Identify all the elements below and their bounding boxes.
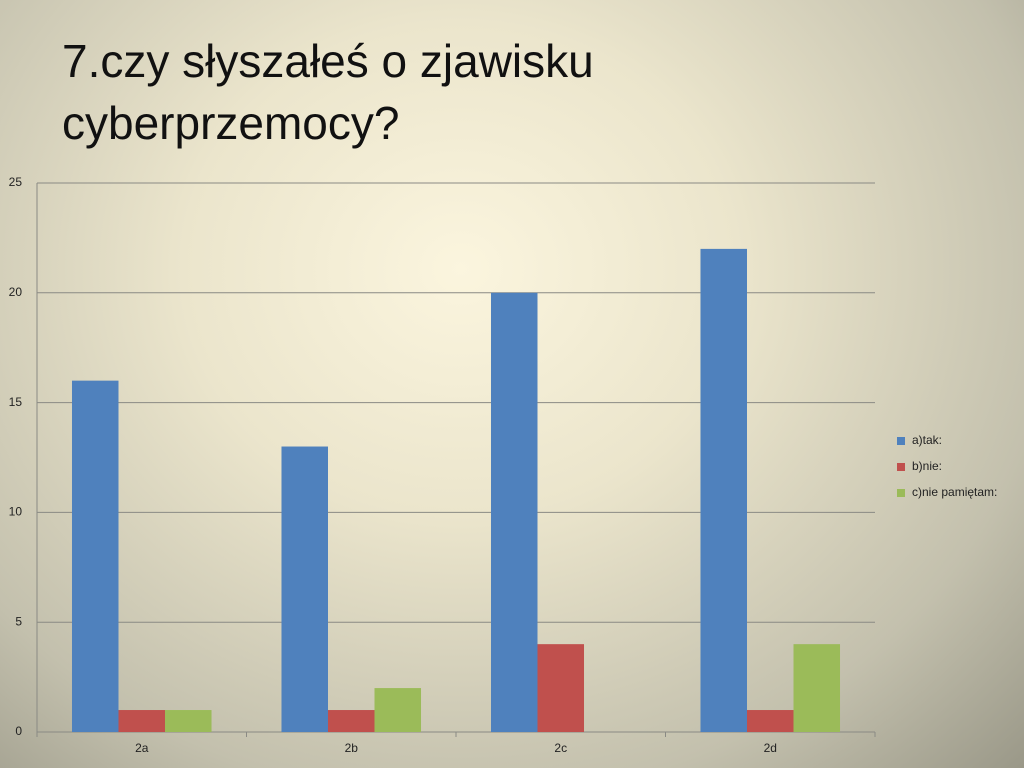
y-tick-label: 10 [9, 505, 23, 519]
y-tick-label: 0 [15, 724, 22, 738]
y-tick-label: 5 [15, 614, 22, 628]
y-tick-label: 15 [9, 395, 23, 409]
bar [490, 292, 538, 732]
y-tick-label: 25 [9, 175, 23, 189]
legend-label: c)nie pamiętam: [912, 485, 997, 499]
legend-swatch [897, 489, 905, 497]
x-tick-label: 2a [135, 741, 149, 755]
legend-swatch [897, 437, 905, 445]
bar [746, 710, 794, 732]
bar [700, 248, 747, 732]
bar [374, 688, 422, 732]
legend-swatch [897, 463, 905, 471]
bar [165, 710, 212, 732]
bar [537, 644, 585, 732]
legend-label: a)tak: [912, 433, 942, 447]
bar [281, 446, 328, 732]
bar [71, 380, 119, 732]
slide-title: 7.czy słyszałeś o zjawisku cyberprzemocy… [62, 35, 594, 149]
bar [327, 710, 375, 732]
bar [793, 644, 841, 732]
bar [118, 710, 166, 732]
x-tick-label: 2c [554, 741, 567, 755]
x-tick-label: 2d [764, 741, 777, 755]
x-tick-label: 2b [345, 741, 359, 755]
legend-label: b)nie: [912, 459, 942, 473]
y-tick-label: 20 [9, 285, 23, 299]
